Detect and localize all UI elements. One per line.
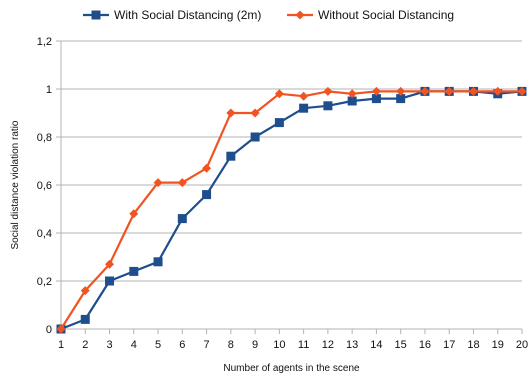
data-point [226, 108, 236, 118]
data-point [468, 86, 478, 96]
x-tick-label: 12 [322, 339, 334, 351]
legend-label: Without Social Distancing [318, 8, 454, 22]
x-tick-label: 9 [252, 339, 258, 351]
x-tick-label: 18 [467, 339, 479, 351]
legend-item: Without Social Distancing [287, 8, 454, 22]
x-tick-label: 17 [443, 339, 455, 351]
x-tick-label: 15 [395, 339, 407, 351]
y-tick-label: 0,6 [37, 180, 52, 192]
data-point [274, 118, 284, 128]
data-point [202, 190, 212, 200]
data-point [323, 86, 333, 96]
y-tick-label: 0,8 [37, 132, 52, 144]
x-tick-label: 3 [106, 339, 112, 351]
legend-label: With Social Distancing (2m) [114, 8, 261, 22]
data-point [105, 276, 115, 286]
x-tick-label: 13 [346, 339, 358, 351]
data-point [323, 101, 333, 111]
data-point [371, 86, 381, 96]
x-tick-label: 5 [155, 339, 161, 351]
data-point [177, 178, 187, 188]
data-point [177, 214, 187, 224]
data-point [347, 96, 357, 106]
data-point [493, 86, 503, 96]
series-line [60, 90, 522, 330]
x-tick-label: 10 [273, 339, 285, 351]
series-1 [56, 86, 527, 334]
x-tick-label: 1 [58, 339, 64, 351]
data-point [250, 108, 260, 118]
data-point [250, 132, 260, 142]
legend-marker [295, 10, 305, 20]
x-tick-label: 14 [370, 339, 382, 351]
x-tick-label: 6 [179, 339, 185, 351]
data-point [396, 94, 406, 104]
series-2 [56, 86, 527, 334]
grid-layer [56, 40, 523, 334]
x-tick-label: 8 [228, 339, 234, 351]
axis-layer [60, 41, 522, 330]
legend-marker [91, 10, 101, 20]
x-tick-label: 2 [82, 339, 88, 351]
x-tick-label: 11 [298, 339, 309, 351]
data-point [299, 91, 309, 101]
x-tick-label: 20 [516, 339, 528, 351]
data-point [80, 314, 90, 324]
x-tick-label: 7 [204, 339, 210, 351]
data-point [226, 151, 236, 161]
data-point [396, 86, 406, 96]
legend-item: With Social Distancing (2m) [83, 8, 261, 22]
x-tick-label: 16 [419, 339, 431, 351]
series-layer [56, 86, 527, 334]
y-tick-label: 0,4 [37, 228, 52, 240]
y-tick-label: 0,2 [37, 276, 52, 288]
data-point [105, 259, 115, 269]
data-point [444, 86, 454, 96]
y-tick-labels: 0 0,2 0,4 0,6 0,8 1 1,2 [37, 36, 52, 336]
x-axis-title: Number of agents in the scene [223, 363, 360, 374]
data-point [371, 94, 381, 104]
y-tick-label: 1 [46, 84, 52, 96]
y-tick-label: 1,2 [37, 36, 52, 48]
data-point [347, 89, 357, 99]
data-point [299, 103, 309, 113]
data-point [202, 163, 212, 173]
data-point [153, 257, 163, 267]
x-tick-label: 19 [492, 339, 504, 351]
data-point [80, 286, 90, 296]
x-tick-labels: 1 2 3 4 5 6 7 8 9 10 11 12 13 14 15 16 17 18 19 20 [58, 339, 528, 351]
data-point [153, 178, 163, 188]
data-point [56, 324, 66, 334]
data-point [129, 266, 139, 276]
data-point [129, 209, 139, 219]
y-tick-label: 0 [46, 324, 52, 336]
x-tick-label: 4 [131, 339, 137, 351]
series-line [60, 90, 523, 331]
data-point [517, 86, 527, 96]
data-point [420, 86, 430, 96]
legend: With Social Distancing (2m) Without Socia… [83, 8, 454, 22]
y-axis-title: Social distance violation ratio [10, 120, 21, 249]
data-point [274, 89, 284, 99]
